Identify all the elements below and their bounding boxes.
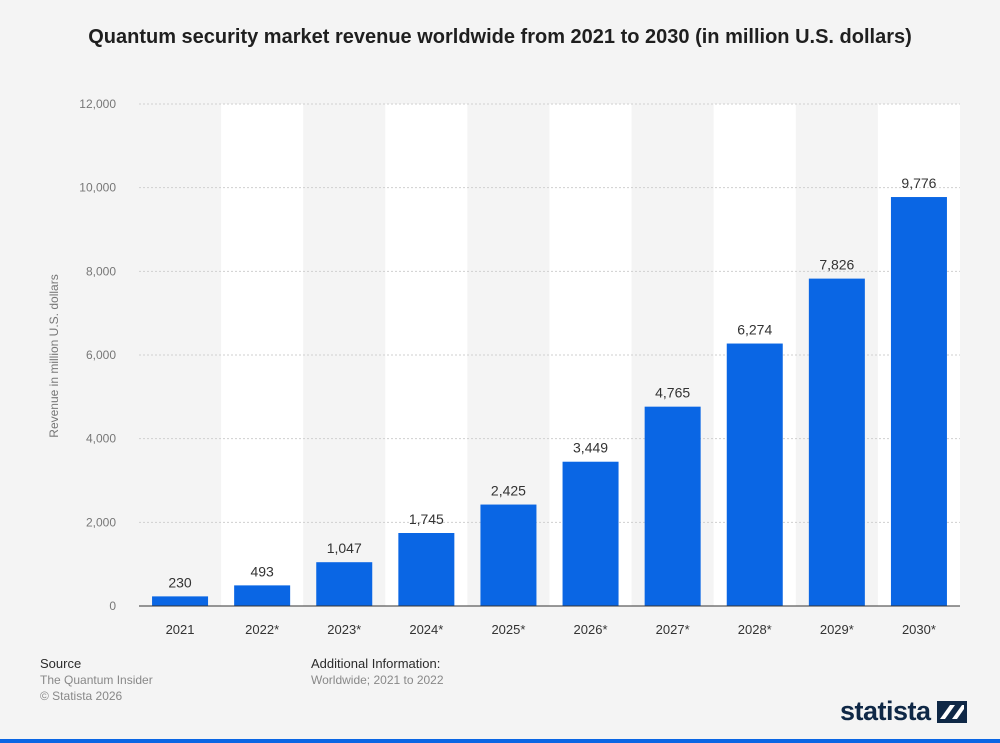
data-label: 7,826 — [819, 257, 854, 273]
bar — [234, 585, 291, 606]
source-link[interactable]: The Quantum Insider — [40, 673, 153, 687]
x-tick-label: 2030* — [902, 622, 936, 637]
x-tick-label: 2021 — [166, 622, 195, 637]
additional-info-block: Additional Information: Worldwide; 2021 … — [311, 656, 444, 688]
copyright: © Statista 2026 — [40, 689, 123, 703]
y-axis-label: Revenue in million U.S. dollars — [47, 274, 61, 437]
bar — [644, 406, 701, 606]
statista-logo[interactable]: statista — [840, 696, 967, 727]
y-tick-label: 4,000 — [86, 432, 116, 446]
x-tick-label: 2023* — [327, 622, 361, 637]
y-tick-label: 6,000 — [86, 348, 116, 362]
x-tick-label: 2024* — [409, 622, 443, 637]
data-label: 2,425 — [491, 483, 526, 499]
bars — [152, 197, 947, 606]
brand-name: statista — [840, 696, 931, 726]
bar — [890, 197, 947, 606]
data-label: 6,274 — [737, 322, 772, 338]
y-tick-label: 8,000 — [86, 264, 116, 278]
x-tick-label: 2028* — [738, 622, 772, 637]
category-band — [385, 104, 468, 606]
x-tick-label: 2029* — [820, 622, 854, 637]
y-tick-label: 10,000 — [79, 181, 116, 195]
x-tick-label: 2027* — [656, 622, 690, 637]
data-label: 230 — [168, 574, 192, 590]
chart-title: Quantum security market revenue worldwid… — [88, 26, 912, 48]
data-label: 493 — [250, 563, 274, 579]
bar — [562, 461, 619, 606]
data-label: 4,765 — [655, 385, 690, 401]
y-axis-ticks: 0 2,000 4,000 6,000 8,000 10,000 12,000 — [79, 97, 116, 613]
y-tick-label: 2,000 — [86, 515, 116, 529]
source-heading: Source — [40, 656, 82, 671]
bar — [152, 596, 209, 606]
bar — [316, 562, 373, 606]
x-tick-label: 2025* — [491, 622, 525, 637]
additional-info-text: Worldwide; 2021 to 2022 — [311, 673, 444, 687]
value-labels: 230 493 1,047 1,745 2,425 3,449 4,765 6,274 7,82… — [168, 175, 936, 590]
bar-chart: 0 2,000 4,000 6,000 8,000 10,000 12,000 230 493… — [47, 97, 960, 637]
bar — [726, 343, 783, 606]
bottom-accent-line — [0, 739, 1000, 743]
y-tick-label: 12,000 — [79, 97, 116, 111]
source-block: Source The Quantum Insider © Statista 20… — [40, 656, 153, 704]
additional-info-heading: Additional Information: — [311, 656, 441, 671]
category-band — [221, 104, 304, 606]
data-label: 1,745 — [409, 511, 444, 527]
bar — [480, 504, 537, 606]
bar — [808, 278, 865, 606]
data-label: 9,776 — [901, 175, 936, 191]
data-label: 3,449 — [573, 440, 608, 456]
x-tick-label: 2026* — [574, 622, 608, 637]
x-axis-ticks: 2021 2022* 2023* 2024* 2025* 2026* 2027* 2028* 2… — [166, 622, 936, 637]
data-label: 1,047 — [327, 540, 362, 556]
statista-logo-icon — [936, 700, 967, 723]
y-tick-label: 0 — [109, 599, 116, 613]
x-tick-label: 2022* — [245, 622, 279, 637]
bar — [398, 533, 455, 606]
